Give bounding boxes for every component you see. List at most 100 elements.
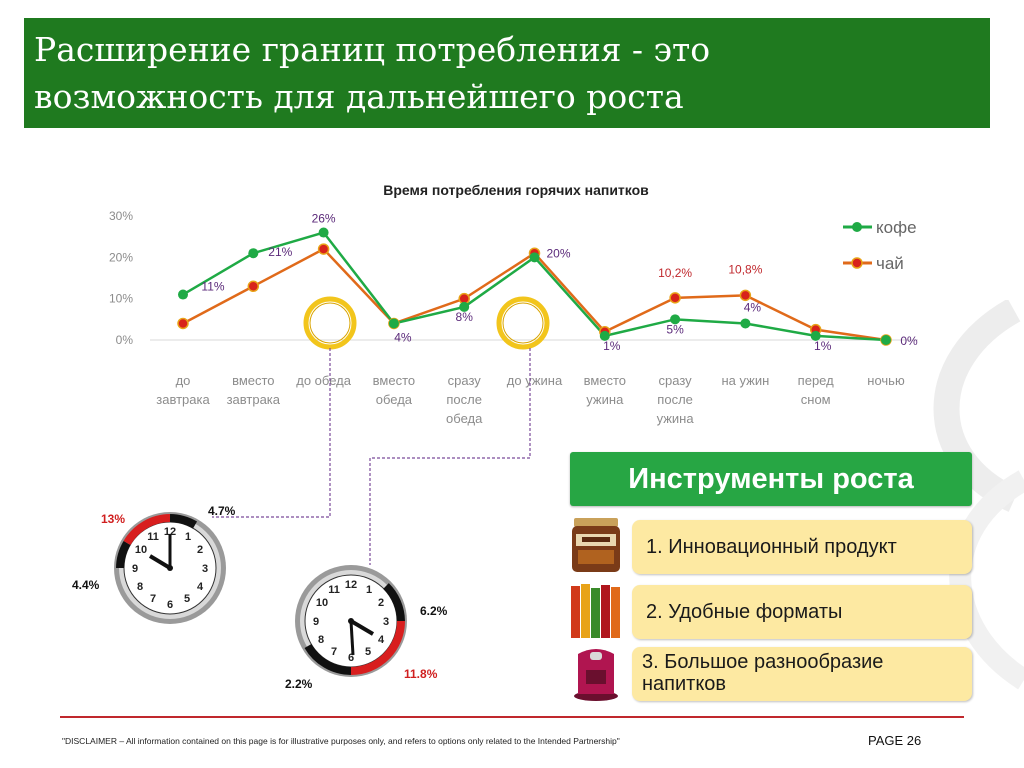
x-tick-label: вместо: [373, 373, 415, 388]
legend-label: чай: [876, 254, 904, 273]
coffee-sticks-icon: [571, 584, 620, 638]
x-tick-label: вместо: [584, 373, 626, 388]
svg-text:4: 4: [197, 581, 204, 593]
tool-label: 3. Большое разнообразие напитков: [642, 651, 884, 695]
tea-point: [317, 243, 330, 255]
lunch-clock-value-3: 4.4%: [72, 578, 100, 592]
coffee-point: [529, 252, 540, 263]
tea-point: [247, 280, 260, 293]
data-label: 21%: [268, 245, 292, 259]
dinner-clock-value-1: 6.2%: [420, 604, 448, 618]
svg-text:10: 10: [135, 544, 147, 556]
x-tick-label: перед: [798, 373, 834, 388]
svg-text:2: 2: [197, 544, 203, 556]
data-label: 26%: [312, 212, 336, 226]
svg-text:1: 1: [366, 584, 372, 596]
title-banner: Расширение границ потребления - это возм…: [24, 18, 990, 128]
legend-swatch-marker: [852, 222, 862, 232]
data-label: 8%: [456, 310, 474, 324]
data-label: 5%: [666, 322, 684, 336]
x-tick-label: ужина: [657, 411, 695, 426]
svg-text:5: 5: [184, 593, 190, 605]
x-tick-label: сразу: [448, 373, 482, 388]
coffee-point: [248, 248, 259, 259]
x-tick-label: после: [657, 392, 693, 407]
tool-item-innovative-product: 1. Инновационный продукт: [632, 520, 972, 574]
footer-divider: [60, 716, 964, 718]
y-tick-label: 10%: [109, 292, 133, 306]
data-label: 11%: [201, 280, 224, 294]
svg-text:9: 9: [132, 563, 138, 575]
x-tick-label: до обеда: [296, 373, 351, 388]
data-label: 4%: [394, 330, 412, 344]
svg-text:2: 2: [378, 597, 384, 609]
legend-swatch-marker: [851, 257, 863, 269]
x-tick-label: ужина: [586, 392, 624, 407]
dinner-clock-value-2: 11.8%: [404, 667, 438, 681]
x-tick-label: вместо: [232, 373, 274, 388]
svg-text:3: 3: [383, 616, 389, 628]
x-tick-label: сном: [801, 392, 831, 407]
tool-item-drinks-variety: 3. Большое разнообразие напитков: [632, 647, 972, 701]
svg-text:11: 11: [147, 531, 159, 543]
x-tick-label: после: [446, 392, 482, 407]
data-label: 20%: [546, 246, 570, 260]
svg-text:1: 1: [185, 531, 191, 543]
svg-text:7: 7: [150, 593, 156, 605]
page-number: PAGE 26: [868, 733, 922, 748]
data-label: 10,2%: [658, 266, 692, 280]
coffee-point: [810, 330, 821, 341]
series-line-coffee: [182, 231, 887, 342]
tea-point: [669, 292, 681, 304]
page-title: Расширение границ потребления - это возм…: [34, 26, 974, 120]
x-tick-label: сразу: [659, 373, 693, 388]
tool-item-convenient-formats: 2. Удобные форматы: [632, 585, 972, 639]
svg-text:6: 6: [348, 652, 354, 664]
svg-text:11: 11: [328, 584, 340, 596]
tool-label: 2. Удобные форматы: [646, 601, 843, 623]
svg-text:8: 8: [318, 634, 324, 646]
x-tick-label: обеда: [446, 411, 483, 426]
coffee-machine-icon: [574, 649, 618, 701]
lunch-clock-value-1: 13%: [101, 512, 126, 526]
data-label: 1%: [603, 339, 621, 353]
svg-text:4: 4: [378, 634, 385, 646]
data-label: 1%: [814, 339, 832, 353]
x-tick-label: до: [176, 373, 191, 388]
coffee-point: [740, 318, 751, 329]
coffee-point: [670, 314, 681, 325]
svg-text:10: 10: [316, 597, 328, 609]
svg-text:9: 9: [313, 616, 319, 628]
svg-text:8: 8: [137, 581, 143, 593]
coffee-point: [459, 301, 470, 312]
page-title-line-2: возможность для дальнейшего роста: [34, 77, 684, 116]
legend-label: кофе: [876, 218, 917, 237]
lunch-connector-line: [212, 348, 331, 518]
tea-point: [458, 292, 470, 305]
dinner-highlight-ring: [496, 296, 550, 350]
x-tick-label: обеда: [376, 392, 413, 407]
x-tick-label: завтрака: [227, 392, 281, 407]
tea-point: [809, 323, 822, 336]
svg-text:12: 12: [164, 526, 176, 538]
coffee-point: [318, 227, 329, 238]
data-label: 4%: [744, 300, 762, 314]
jacobs-velour-jar-icon: [572, 518, 620, 572]
tea-point: [599, 325, 611, 338]
tea-point: [528, 247, 541, 259]
data-label: 10,8%: [728, 262, 762, 276]
tea-point: [388, 317, 400, 330]
svg-text:5: 5: [365, 646, 371, 658]
growth-tools-title: Инструменты роста: [570, 452, 972, 506]
lunch-clock-value-2: 4.7%: [208, 504, 236, 518]
series-line-tea: [182, 247, 887, 342]
svg-text:7: 7: [331, 646, 337, 658]
dinner-connector-line: [369, 348, 531, 565]
tea-point: [177, 317, 189, 330]
dinner-clock-value-3: 2.2%: [285, 677, 313, 691]
tea-point: [739, 289, 752, 302]
coffee-point: [388, 318, 399, 329]
y-tick-label: 30%: [109, 209, 133, 223]
x-tick-label: завтрака: [156, 392, 210, 407]
